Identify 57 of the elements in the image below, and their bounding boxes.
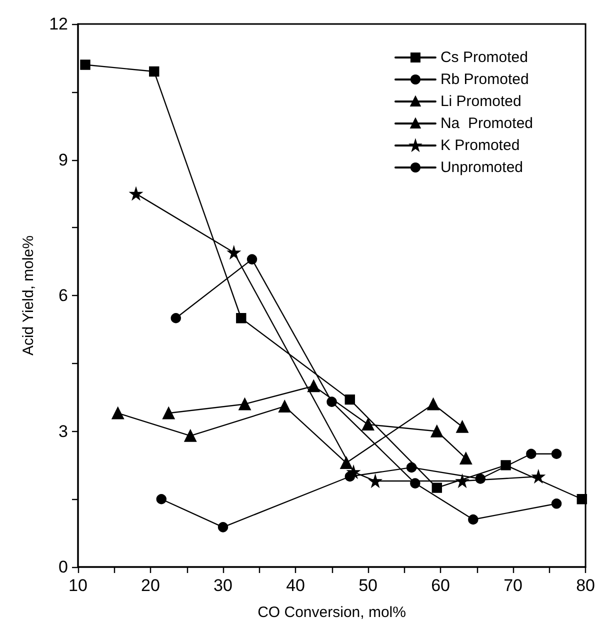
point (278, 400, 291, 412)
y-tick-label: 9 (58, 150, 68, 170)
legend-label: Li Promoted (440, 93, 522, 110)
point (532, 470, 545, 483)
x-tick-label: 70 (504, 576, 522, 595)
point (130, 188, 142, 200)
point (80, 60, 90, 70)
y-tick-label: 6 (58, 286, 68, 305)
point (344, 394, 355, 405)
point (576, 494, 588, 504)
point (326, 396, 337, 407)
point (475, 474, 486, 484)
legend-label: K Promoted (440, 137, 520, 154)
point (156, 494, 166, 504)
point (500, 460, 511, 470)
point (362, 418, 374, 431)
legend-label: Rb Promoted (440, 71, 529, 88)
x-tick-label: 60 (431, 576, 450, 595)
point (427, 398, 440, 410)
point (410, 478, 420, 488)
legend-label: Unpromoted (440, 159, 524, 176)
x-tick-label: 20 (141, 576, 160, 595)
point (456, 474, 468, 488)
point (238, 398, 251, 410)
point (170, 313, 181, 324)
point (551, 448, 562, 459)
point (460, 452, 472, 464)
point (340, 456, 352, 470)
point (430, 425, 444, 438)
point (236, 313, 246, 324)
point (218, 522, 228, 532)
legend-label: Na Promoted (440, 115, 534, 132)
point (162, 407, 175, 420)
point (526, 448, 536, 459)
point (184, 430, 196, 442)
point (112, 407, 124, 420)
point (149, 66, 160, 77)
point (308, 380, 320, 392)
x-tick-label: 80 (576, 576, 596, 595)
point (468, 514, 478, 525)
y-tick-label: 0 (58, 558, 68, 576)
x-tick-label: 40 (286, 576, 305, 595)
x-axis-title: CO Conversion, mol% (258, 604, 406, 621)
y-tick-label: 12 (49, 14, 68, 34)
x-tick-label: 30 (214, 576, 232, 595)
point (369, 474, 382, 488)
y-axis-title: Acid Yield, mole% (20, 235, 37, 356)
point (432, 482, 442, 493)
legend-label: Cs Promoted (440, 49, 528, 66)
point (228, 246, 240, 259)
point (406, 462, 417, 473)
y-tick-label: 3 (58, 422, 68, 441)
point (456, 420, 468, 433)
x-tick-label: 10 (68, 576, 88, 595)
x-tick-label: 50 (358, 576, 378, 595)
point (551, 498, 562, 509)
point (246, 254, 258, 264)
